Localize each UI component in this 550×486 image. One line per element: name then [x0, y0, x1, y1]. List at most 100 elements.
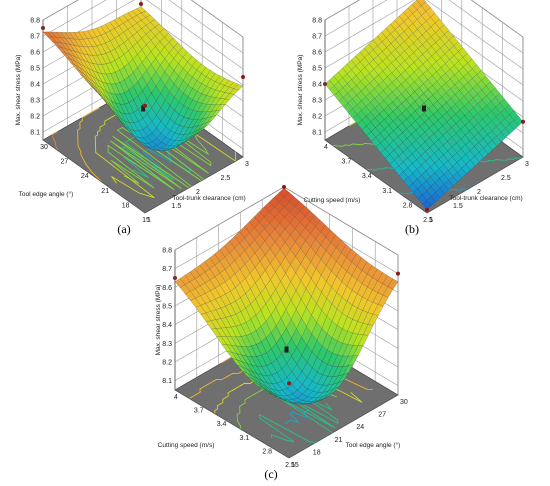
z-gridline	[324, 0, 524, 70]
contour-line	[107, 122, 212, 191]
corner-point	[241, 75, 245, 79]
z-tick-label: 8.1	[312, 130, 322, 137]
z-tick-label: 8.6	[312, 50, 322, 57]
x-axis-title: Tool-trunk clearance (cm)	[172, 195, 245, 202]
z-tick-label: 8.7	[30, 34, 40, 41]
z-tick-label: 8.8	[312, 18, 322, 25]
contour-line	[52, 131, 59, 152]
x-tick-label: 3	[525, 161, 529, 168]
y-tick-label: 21	[101, 188, 109, 195]
z-axis-title: Max. shear stress (MPa)	[155, 285, 162, 356]
x-axis-line	[144, 156, 244, 214]
y-axis-line	[324, 139, 428, 214]
panel-label-b: (b)	[405, 222, 419, 236]
y-tick-label: 3.7	[342, 159, 352, 166]
z-tick-label: 8.8	[30, 18, 40, 25]
x-tick-label: 2	[196, 189, 200, 196]
z-tick-label: 8.7	[312, 34, 322, 41]
z-tick-label: 8.5	[30, 66, 40, 73]
x-tick-label: 1	[429, 217, 433, 224]
corner-point	[521, 119, 525, 124]
x-tick-label: 30	[400, 399, 408, 406]
z-tick-label: 8.6	[30, 50, 40, 57]
x-tick-label: 1.5	[172, 203, 182, 210]
y-tick-label: 15	[142, 217, 150, 224]
contour-line	[77, 107, 102, 183]
surface-facet	[416, 0, 426, 6]
x-axis-line	[288, 394, 399, 459]
z-gridline	[42, 0, 244, 54]
x-axis-title: Tool-trunk clearance (cm)	[449, 195, 522, 202]
y-tick-label: 3.1	[382, 188, 392, 195]
axes: 1 1.5 2 2.5 3 2.5 2.8 3.1 3.4 3.7 48.1 8.2 8.3 8.4 8.5…	[297, 18, 529, 225]
x-axis-line	[426, 156, 524, 214]
surface-plot-a: 1 1.5 2 2.5 3 15 18 21 24 27 308.1 8.2 8.3 8.4 8.5 8.6 8…	[15, 0, 249, 224]
z-tick-label: 8.7	[162, 266, 172, 273]
x-tick-label: 24	[356, 424, 364, 431]
corner-point	[287, 381, 291, 386]
x-tick-label: 1.5	[453, 203, 463, 210]
axes: 15 18 21 24 27 30 2.5 2.8 3.1 3.4 3.7 4 8.1 8.2 8.3 8.4…	[155, 248, 408, 470]
contour-line	[142, 148, 172, 169]
z-gridline	[324, 0, 524, 38]
design-point	[422, 105, 426, 112]
z-tick-label: 8.4	[162, 322, 172, 329]
z-tick-label: 8.6	[162, 285, 172, 292]
z-axis-title: Max. shear stress (MPa)	[15, 55, 22, 126]
y-tick-label: 3.1	[240, 435, 250, 442]
x-tick-label: 2	[477, 189, 481, 196]
surface-plot-b: 1 1.5 2 2.5 3 2.5 2.8 3.1 3.4 3.7 48.1 8.2 8.3 8.4 8.5…	[297, 0, 529, 224]
y-tick-label: 18	[122, 202, 130, 209]
z-gridline	[324, 0, 524, 54]
y-tick-label: 3.4	[217, 421, 227, 428]
z-tick-label: 8.5	[312, 66, 322, 73]
axes: 1 1.5 2 2.5 3 15 18 21 24 27 308.1 8.2 8.3 8.4 8.5 8.6 8…	[15, 18, 249, 225]
x-tick-label: 2.5	[501, 175, 511, 182]
y-tick-label: 4	[324, 144, 328, 151]
y-tick-label: 2.5	[423, 217, 433, 224]
z-tick-label: 8.8	[162, 248, 172, 255]
x-tick-label: 2.5	[221, 175, 231, 182]
x-tick-label: 18	[313, 449, 321, 456]
z-tick-label: 8.4	[312, 82, 322, 89]
z-tick-label: 8.5	[162, 304, 172, 311]
y-tick-label: 2.5	[285, 462, 295, 469]
x-tick-label: 21	[335, 437, 343, 444]
corner-point	[139, 2, 143, 6]
x-tick-label: 27	[378, 412, 386, 419]
z-tick-label: 8.3	[312, 98, 322, 105]
y-axis-title: Cutting speed (m/s)	[304, 197, 361, 204]
z-tick-label: 8.2	[30, 114, 40, 121]
z-gridline	[42, 0, 244, 38]
response-surface	[174, 187, 399, 405]
response-surface	[324, 0, 524, 211]
z-tick-label: 8.1	[30, 130, 40, 137]
panel-label-c: (c)	[264, 467, 277, 481]
y-tick-label: 3.4	[362, 173, 372, 180]
corner-point	[282, 185, 286, 189]
y-axis-line	[174, 389, 290, 459]
z-tick-label: 8.2	[312, 114, 322, 121]
y-tick-label: 3.7	[194, 408, 204, 415]
y-tick-label: 27	[61, 159, 69, 166]
surface-facet	[136, 6, 146, 14]
y-axis-title: Tool edge angle (°)	[19, 190, 74, 198]
surface-facet	[412, 0, 422, 10]
z-axis-title: Max. shear stress (MPa)	[297, 55, 304, 126]
surface-plot-c: 15 18 21 24 27 30 2.5 2.8 3.1 3.4 3.7 4 8.1 8.2 8.3 8.4…	[155, 185, 408, 469]
corner-point	[425, 207, 429, 212]
x-tick-label: 3	[245, 161, 249, 168]
design-point	[141, 105, 145, 112]
z-tick-label: 8.2	[162, 360, 172, 367]
y-axis-title: Cutting speed (m/s)	[158, 442, 215, 449]
y-tick-label: 2.8	[262, 448, 272, 455]
corner-point	[396, 271, 400, 276]
y-tick-label: 2.8	[403, 202, 413, 209]
y-tick-label: 30	[40, 144, 48, 151]
response-surface	[42, 6, 244, 151]
z-tick-label: 8.3	[30, 98, 40, 105]
y-tick-label: 24	[81, 173, 89, 180]
x-tick-label: 1	[147, 217, 151, 224]
z-tick-label: 8.4	[30, 82, 40, 89]
